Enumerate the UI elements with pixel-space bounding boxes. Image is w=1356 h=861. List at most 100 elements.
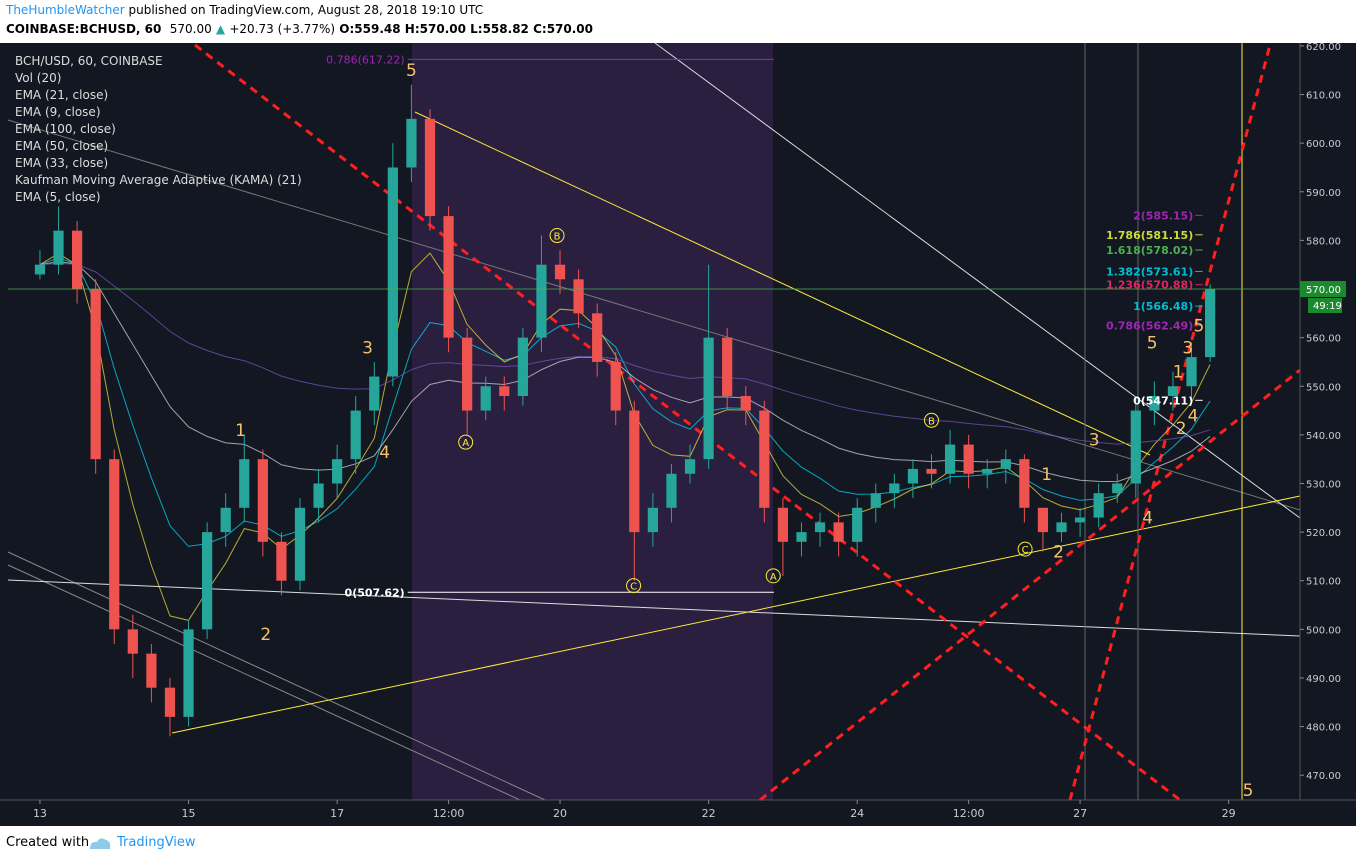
candle-body [424, 118, 436, 217]
candle-body [629, 410, 640, 533]
candle-body [554, 264, 566, 280]
candle-body [1019, 459, 1030, 508]
fib-label: 1.236(570.88) [1106, 279, 1193, 292]
y-tick-label: 470.00 [1306, 771, 1341, 782]
ema-line [39, 262, 1211, 445]
fib-label: 1(566.48) [1133, 300, 1193, 313]
wave-circle [923, 412, 939, 428]
y-tick-label: 490.00 [1306, 674, 1341, 685]
fib-label: 1.618(578.02) [1106, 244, 1193, 257]
trendline [654, 42, 1301, 519]
y-tick-label: 590.00 [1306, 188, 1341, 199]
trendline [7, 551, 546, 801]
x-tick-label: 20 [553, 807, 567, 820]
candle-body [164, 687, 176, 717]
candle-body [406, 118, 417, 168]
candle-body [387, 167, 398, 377]
candle-body [684, 459, 696, 474]
wave-label: C [630, 582, 637, 593]
wave-label: 2 [1053, 543, 1064, 563]
brand[interactable]: TradingView [117, 835, 196, 850]
candle-body [777, 507, 789, 542]
indicator-label: EMA (100, close) [15, 122, 116, 136]
y-tick-label: 610.00 [1306, 91, 1341, 102]
wave-circle [549, 228, 565, 244]
candle-body [796, 532, 807, 542]
wave-label: 1 [1173, 363, 1184, 383]
y-tick-label: 620.00 [1306, 42, 1341, 53]
y-tick-label: 530.00 [1306, 479, 1341, 490]
candle-body [276, 541, 287, 581]
candle-body [109, 459, 120, 630]
candle-body [833, 522, 844, 542]
fib-label: 1.786(581.15) [1106, 229, 1193, 242]
logo [90, 838, 111, 849]
timer-label: 49:19 [1313, 301, 1342, 312]
footer: Created with TradingView [0, 826, 1356, 861]
drawings [7, 42, 1301, 802]
candle-body [852, 507, 863, 542]
candle-body [647, 507, 658, 533]
candle-body [740, 395, 751, 411]
candle-body [443, 216, 454, 338]
candle-body [759, 410, 770, 508]
wave-label: 1 [235, 421, 246, 441]
high: H:570.00 [404, 22, 466, 36]
candle-body [332, 459, 343, 484]
y-tick-label: 510.00 [1306, 577, 1341, 588]
candle-body [722, 337, 733, 396]
wave-label: C [1022, 545, 1029, 556]
candle-body [963, 444, 974, 474]
candle-body [703, 337, 714, 460]
indicator-label: EMA (50, close) [15, 139, 108, 153]
wave-label: 4 [1188, 406, 1199, 426]
candle-body [536, 264, 547, 338]
candle-body [1112, 483, 1123, 494]
x-tick-label: 22 [702, 807, 716, 820]
candle-body [202, 532, 213, 630]
candle-body [666, 473, 677, 508]
red-dashed-line [194, 43, 1181, 802]
wave-label: 5 [406, 61, 417, 81]
candle-body [350, 410, 361, 460]
last-price-tag [1300, 281, 1346, 298]
candle-body [573, 279, 584, 314]
candle-body [1093, 493, 1104, 518]
candle-body [1149, 395, 1160, 411]
author[interactable]: TheHumbleWatcher [6, 3, 125, 17]
candle-body [220, 507, 231, 533]
symbol-line: COINBASE:BCHUSD, 60 570.00 ▲ +20.73 (+3.… [6, 22, 594, 36]
fib-label: 0.786(562.49) [1106, 320, 1193, 333]
candle-body [1130, 410, 1141, 484]
x-tick-label: 12:00 [433, 807, 465, 820]
fib-label: 2(585.15) [1133, 209, 1193, 222]
indicator-label: Kaufman Moving Average Adaptive (KAMA) (… [15, 173, 302, 187]
y-tick-label: 580.00 [1306, 236, 1341, 247]
x-tick-label: 17 [330, 807, 344, 820]
candle-body [944, 444, 956, 474]
last-price-label: 570.00 [1306, 285, 1341, 296]
candle-body [239, 459, 250, 508]
ema-line [39, 257, 1211, 547]
header: TheHumbleWatcher published on TradingVie… [0, 0, 1356, 43]
wave-label: 3 [1089, 431, 1100, 451]
fib-label: 0(547.11) [1133, 394, 1193, 407]
candle-body [90, 289, 101, 460]
chart: 0.786(617.22) 0(507.62) 2(585.15) 1.786(581… [0, 42, 1356, 826]
candle-body [1056, 522, 1067, 533]
wave-circle [458, 434, 474, 450]
candle-body [889, 483, 900, 494]
y-tick-label: 480.00 [1306, 723, 1341, 734]
x-tick-label: 12:00 [953, 807, 985, 820]
wave-label: A [462, 438, 469, 449]
indicator-label: EMA (5, close) [15, 190, 101, 204]
candle-body [127, 629, 138, 654]
wave-label: 2 [260, 625, 271, 645]
candle-body [499, 386, 510, 396]
candle-body [1204, 289, 1216, 358]
candle-body [313, 483, 324, 508]
indicator-label: EMA (33, close) [15, 156, 108, 170]
wave-label: 2 [1176, 419, 1187, 439]
fib-label: 0(507.62) [345, 586, 405, 599]
